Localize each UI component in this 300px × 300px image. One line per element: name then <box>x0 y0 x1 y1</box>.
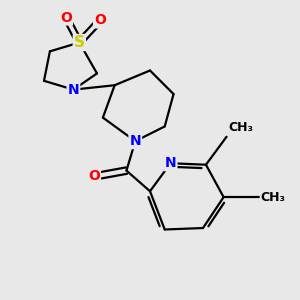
Text: CH₃: CH₃ <box>260 190 285 204</box>
Text: CH₃: CH₃ <box>228 122 253 134</box>
Text: S: S <box>74 35 85 50</box>
Text: O: O <box>88 169 100 184</box>
Text: N: N <box>68 82 79 97</box>
Text: O: O <box>60 11 72 25</box>
Text: N: N <box>165 156 176 170</box>
Text: N: N <box>130 134 141 148</box>
Text: O: O <box>94 14 106 27</box>
